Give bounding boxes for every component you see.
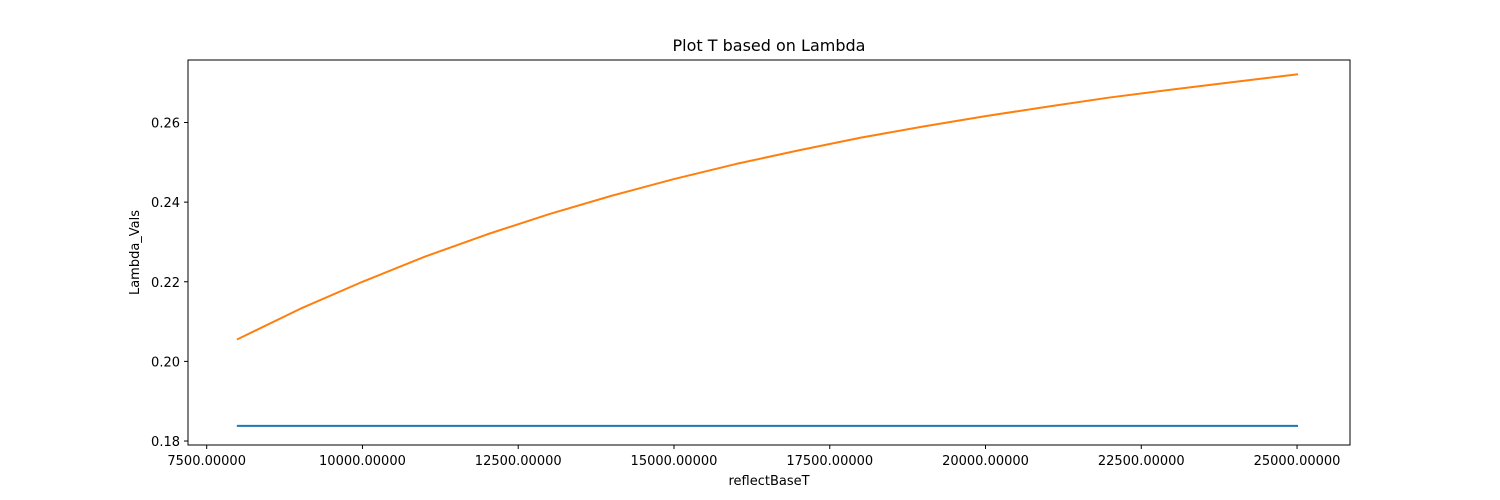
plot-frame (187, 59, 1351, 446)
x-tick-label: 22500.00000 (1098, 454, 1185, 469)
x-tick-label: 25000.00000 (1254, 454, 1341, 469)
x-axis-label: reflectBaseT (728, 474, 809, 489)
plot-area (187, 59, 1351, 446)
y-tick-label: 0.26 (151, 117, 180, 132)
x-axis: 7500.00000 10000.00000 12500.00000 15000.00… (167, 445, 1340, 469)
x-tick-label: 7500.00000 (167, 454, 246, 469)
x-tick-label: 20000.00000 (942, 454, 1029, 469)
series-layer (236, 73, 1299, 427)
chart-title: Plot T based on Lambda (673, 36, 866, 55)
y-axis-label: Lambda_Vals (128, 210, 143, 295)
y-axis: 0.18 0.20 0.22 0.24 0.26 (151, 117, 188, 450)
y-tick-label: 0.20 (151, 355, 180, 370)
y-tick-label: 0.22 (151, 276, 180, 291)
x-tick-label: 12500.00000 (475, 454, 562, 469)
y-tick-label: 0.18 (151, 435, 180, 450)
x-tick-label: 17500.00000 (786, 454, 873, 469)
series-line-2 (236, 73, 1299, 341)
x-tick-label: 15000.00000 (631, 454, 718, 469)
y-tick-label: 0.24 (151, 196, 180, 211)
x-tick-label: 10000.00000 (319, 454, 406, 469)
